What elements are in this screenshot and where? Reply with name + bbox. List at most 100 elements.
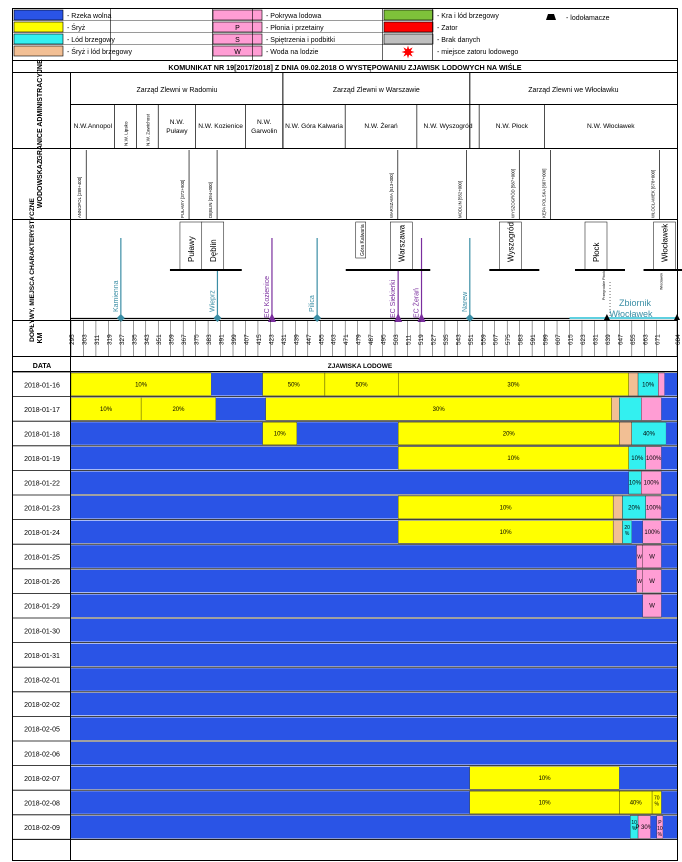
km-tick-label: 519 (418, 334, 425, 345)
segment-label: 100% (644, 530, 660, 536)
nadzor-label-line: Puławy (166, 128, 188, 135)
segment-label: 20% (503, 432, 516, 438)
zarzad-label: Zarząd Zlewni w Warszawie (333, 87, 420, 94)
legend-item-ship: - lodołamacze (546, 14, 610, 22)
segment-label-line: % (625, 531, 630, 537)
nadzor-label-line: N.W. (170, 119, 184, 126)
segment-label: 10% (539, 801, 552, 807)
ice-segment (71, 643, 677, 667)
legend-item-P: P - Płonia i przetainy (212, 21, 324, 33)
tributary-marker-icon (313, 314, 322, 322)
legend-item-zator: - Zator (383, 21, 458, 33)
segment-label: 10% (631, 456, 644, 462)
legend-swatch (383, 21, 434, 33)
km-tick-label: 591 (530, 334, 537, 345)
km-tick-label: 575 (505, 334, 512, 345)
ice-segment (619, 397, 642, 421)
ice-segment (71, 692, 677, 716)
gauge-label: DĘBLIN [394+000] (208, 182, 213, 218)
ice-segment (71, 717, 677, 740)
legend-swatch (383, 33, 434, 45)
km-tick-label: 647 (617, 334, 624, 345)
row-date: 2018-01-18 (24, 432, 60, 439)
ice-segment (71, 422, 263, 445)
segment-label: 40% (643, 432, 656, 438)
nadzor-label: N.W. Góra Kalwaria (285, 123, 343, 130)
row-date: 2018-01-31 (24, 653, 60, 660)
legend-swatch (212, 9, 263, 21)
ice-row: 2018-01-29 W (12, 593, 677, 618)
tributary-label: Pilica (309, 295, 316, 312)
row-date: 2018-02-01 (24, 678, 60, 685)
legend-label: - Zator (437, 25, 458, 32)
ice-segment (71, 569, 637, 593)
legend-label: - Pokrywa lodowa (266, 13, 321, 20)
legend-swatch-letter: P (235, 25, 240, 32)
km-tick-label: 383 (206, 334, 213, 345)
km-tick-label: 335 (131, 334, 138, 345)
segment-label: 50% (356, 382, 369, 388)
nadzor-label: N.W.Annopol (74, 123, 113, 130)
legend-item-sryzlod: - Śryż i lód brzegowy (13, 45, 132, 57)
segment-label: 10% (135, 382, 148, 388)
legend-item-lod: - Lód brzegowy (13, 33, 115, 45)
ice-row: 2018-02-08 10% 40% 70% (12, 789, 677, 814)
gauge-label: ANNOPOL [289+400] (77, 177, 82, 218)
legend-label: - Kra i lód brzegowy (437, 13, 499, 20)
ice-row: 2018-01-19 10% 10% 100% (12, 445, 677, 470)
legend-item-pokrywa: - Pokrywa lodowa (212, 9, 321, 21)
tributary-label: EC Żerań (412, 288, 421, 318)
row-date: 2018-01-24 (24, 530, 60, 537)
segment-label: W (649, 604, 655, 610)
power-plant-marker-icon (394, 313, 403, 322)
ice-segment (661, 496, 677, 519)
km-tick-label: 295 (69, 334, 76, 345)
km-tick-label: 455 (318, 334, 325, 345)
city-label: Dęblin (209, 239, 218, 262)
ice-segment (662, 815, 677, 839)
ice-segment (611, 397, 620, 421)
km-tick-label: 559 (480, 334, 487, 345)
ice-segment (619, 422, 632, 445)
tributaries-row: Kamienna Wieprz EC Kozienice Pilica EC Sieki… (71, 221, 682, 322)
label-wodowskaz: WODOWSKAZ (37, 159, 44, 208)
row-date: 2018-02-02 (24, 702, 60, 709)
row-date: 2018-02-07 (24, 776, 60, 783)
ice-segment (71, 496, 399, 519)
km-tick-label: 623 (580, 334, 587, 345)
legend-item-wolna: - Rzeka wolna (13, 9, 111, 21)
gauge-label: WŁOCŁAWEK [678+000] (651, 170, 656, 218)
legend-label: - Brak danych (437, 37, 480, 44)
legend-swatch (212, 33, 263, 45)
row-labels: GRANICE ADMINISTRACYJNE WODOWSKAZ DOPŁYW… (12, 59, 677, 860)
tributary-label: EC Siekierki (390, 279, 397, 318)
reservoir-small-label: Przegrodzie Płock (602, 271, 606, 300)
label-doplywy-text: DOPŁYWY, MIEJSCA CHARAKTERYSTYCZNE (29, 197, 36, 341)
ice-jam-icon (401, 45, 415, 59)
gauge-label: PUŁAWY [372+900] (180, 180, 185, 218)
zarzad-label: Zarząd Zlewni w Radomiu (136, 87, 217, 94)
nadzor-label: N.W. Kozienice (198, 123, 243, 130)
km-tick-label: 431 (281, 334, 288, 345)
ice-segment (71, 619, 677, 642)
power-plant-marker-icon (267, 313, 276, 322)
km-tick-label: 375 (194, 334, 201, 345)
ice-segment (71, 446, 399, 470)
gauge-label: MODLIN [552+000] (457, 181, 462, 218)
legend-label: - lodołamacze (566, 15, 610, 22)
label-data: DATA (33, 363, 51, 370)
ice-rows: 2018-01-16 10% 50% 50% 30% 10%2018-01-17 10% 20… (12, 371, 677, 840)
segment-label: 20% (624, 525, 630, 537)
km-tick-label: 327 (119, 334, 126, 345)
ice-segment (664, 373, 677, 396)
segment-label: 10% (507, 456, 520, 462)
segment-label: 70% (654, 796, 660, 808)
nadzor-label: N.W. Płock (496, 123, 529, 130)
ice-segment (71, 791, 470, 814)
segment-label: 100% (646, 505, 662, 511)
km-tick-label: 439 (293, 334, 300, 345)
km-tick-label: 391 (219, 334, 226, 345)
row-date: 2018-01-25 (24, 555, 60, 562)
ice-row: 2018-01-24 10% 20% 100% (12, 519, 677, 544)
